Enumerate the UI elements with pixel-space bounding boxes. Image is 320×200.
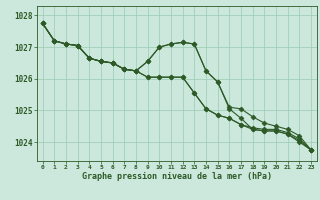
- X-axis label: Graphe pression niveau de la mer (hPa): Graphe pression niveau de la mer (hPa): [82, 172, 272, 181]
